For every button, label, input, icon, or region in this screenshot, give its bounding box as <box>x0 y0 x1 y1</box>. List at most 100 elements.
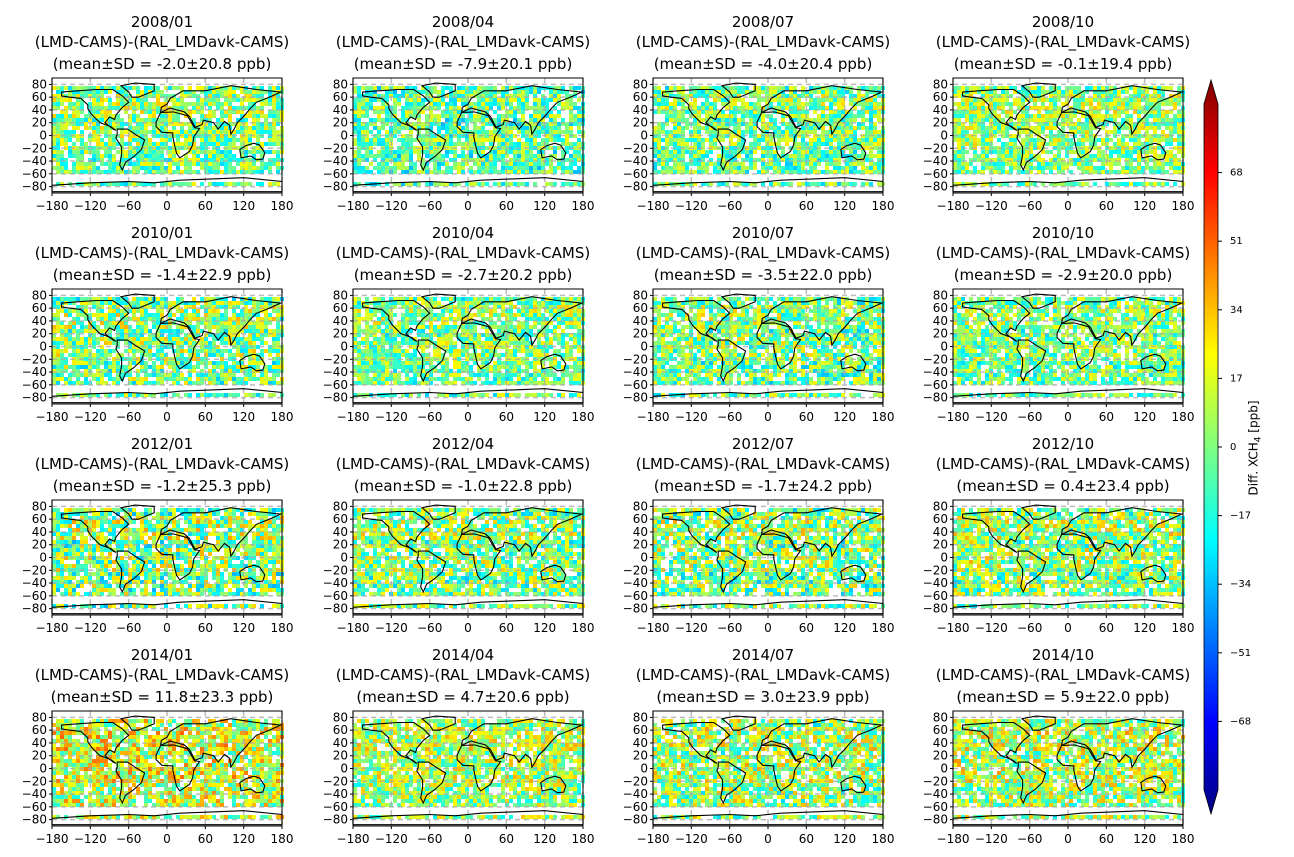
y-tick-label: −80 <box>923 180 948 194</box>
panel-date-title: 2012/04 <box>313 434 613 454</box>
stat-sd: 25.3 <box>199 477 232 495</box>
y-tick-label: −80 <box>22 391 47 405</box>
stat-prefix: (mean±SD = <box>51 688 155 706</box>
x-tick-label: 0 <box>163 832 171 846</box>
x-tick-label: 120 <box>533 199 556 213</box>
x-tick-label: 180 <box>271 621 294 635</box>
stat-suffix: ppb) <box>1130 688 1169 706</box>
stat-suffix: ppb) <box>232 55 271 73</box>
x-tick-label: −60 <box>717 199 742 213</box>
data-field <box>653 719 885 819</box>
panel-subtitle: (LMD-CAMS)-(RAL_LMDavk-CAMS) <box>12 454 312 474</box>
stat-suffix: ppb) <box>1130 477 1169 495</box>
x-tick-label: 60 <box>799 621 814 635</box>
panel-date-title: 2008/10 <box>913 12 1213 32</box>
map-panel: 2014/10(LMD-CAMS)-(RAL_LMDavk-CAMS)(mean… <box>913 645 1213 857</box>
data-field <box>52 508 284 608</box>
panel-date-title: 2012/10 <box>913 434 1213 454</box>
x-tick-label: −120 <box>975 199 1008 213</box>
stat-pm: ± <box>787 266 800 284</box>
x-tick-label: 60 <box>799 410 814 424</box>
stat-suffix: ppb) <box>232 477 271 495</box>
x-tick-label: −180 <box>637 621 670 635</box>
panel-subtitle: (LMD-CAMS)-(RAL_LMDavk-CAMS) <box>313 454 613 474</box>
stat-sd: 23.3 <box>201 688 234 706</box>
panel-date-title: 2010/01 <box>12 223 312 243</box>
x-tick-label: −60 <box>417 410 442 424</box>
stat-sd: 24.2 <box>800 477 833 495</box>
x-tick-label: −180 <box>637 199 670 213</box>
y-tick-label: −80 <box>22 813 47 827</box>
stat-mean: 4.7 <box>461 688 485 706</box>
x-tick-label: 180 <box>1172 832 1195 846</box>
x-tick-label: 180 <box>271 410 294 424</box>
panel-date-title: 2008/04 <box>313 12 613 32</box>
stat-pm: ± <box>487 55 500 73</box>
x-tick-label: −120 <box>975 621 1008 635</box>
map-panel: 2012/10(LMD-CAMS)-(RAL_LMDavk-CAMS)(mean… <box>913 434 1213 646</box>
x-tick-label: −180 <box>937 832 970 846</box>
stat-prefix: (mean±SD = <box>654 266 758 284</box>
panel-date-title: 2008/01 <box>12 12 312 32</box>
stat-sd: 22.0 <box>800 266 833 284</box>
data-field <box>353 508 585 608</box>
stat-pm: ± <box>1084 477 1097 495</box>
map-panel: 2014/01(LMD-CAMS)-(RAL_LMDavk-CAMS)(mean… <box>12 645 312 857</box>
stat-suffix: ppb) <box>833 266 872 284</box>
panel-subtitle: (LMD-CAMS)-(RAL_LMDavk-CAMS) <box>313 243 613 263</box>
colorbar-label-sub: 4 <box>1254 437 1264 443</box>
panel-date-title: 2014/04 <box>313 645 613 665</box>
stat-pm: ± <box>1087 55 1100 73</box>
x-tick-label: 120 <box>1133 199 1156 213</box>
x-tick-label: 120 <box>833 621 856 635</box>
stat-sd: 20.2 <box>500 266 533 284</box>
y-tick-label: −80 <box>623 391 648 405</box>
stat-suffix: ppb) <box>1133 55 1172 73</box>
map-panel: 2008/04(LMD-CAMS)-(RAL_LMDavk-CAMS)(mean… <box>313 12 613 224</box>
panel-date-title: 2008/07 <box>613 12 913 32</box>
panel-subtitle: (LMD-CAMS)-(RAL_LMDavk-CAMS) <box>613 454 913 474</box>
panel-subtitle: (LMD-CAMS)-(RAL_LMDavk-CAMS) <box>913 243 1213 263</box>
x-tick-label: 180 <box>1172 621 1195 635</box>
x-tick-label: 60 <box>799 199 814 213</box>
y-tick-label: −80 <box>623 602 648 616</box>
map-panel: 2012/04(LMD-CAMS)-(RAL_LMDavk-CAMS)(mean… <box>313 434 613 646</box>
y-tick-label: −80 <box>22 602 47 616</box>
panel-date-title: 2014/10 <box>913 645 1213 665</box>
x-tick-label: 60 <box>499 832 514 846</box>
x-tick-label: 60 <box>799 832 814 846</box>
x-tick-label: −120 <box>675 410 708 424</box>
x-tick-label: 60 <box>198 410 213 424</box>
panel-stats: (mean±SD = -3.5±22.0 ppb) <box>613 265 913 285</box>
colorbar-tick-label: −51 <box>1230 648 1251 659</box>
data-field <box>353 719 585 819</box>
stat-pm: ± <box>186 266 199 284</box>
x-tick-label: 60 <box>499 199 514 213</box>
stat-prefix: (mean±SD = <box>954 266 1058 284</box>
x-tick-label: −60 <box>417 621 442 635</box>
y-tick-label: −80 <box>323 391 348 405</box>
stat-mean: 3.0 <box>761 688 785 706</box>
colorbar-tick-label: −68 <box>1230 716 1251 727</box>
panel-date-title: 2010/07 <box>613 223 913 243</box>
x-tick-label: −180 <box>36 832 69 846</box>
stat-sd: 19.4 <box>1100 55 1133 73</box>
colorbar-label-main: Diff. XCH <box>1246 442 1260 495</box>
map-panel: 2010/10(LMD-CAMS)-(RAL_LMDavk-CAMS)(mean… <box>913 223 1213 435</box>
x-tick-label: 120 <box>1133 621 1156 635</box>
x-tick-label: −60 <box>116 832 141 846</box>
colorbar-tick-label: 17 <box>1230 373 1243 384</box>
data-field <box>953 719 1185 819</box>
x-tick-label: 60 <box>499 410 514 424</box>
x-tick-label: 180 <box>872 410 895 424</box>
x-tick-label: 120 <box>232 621 255 635</box>
x-tick-label: −60 <box>417 199 442 213</box>
colorbar-tick-label: 0 <box>1230 442 1236 453</box>
x-tick-label: 0 <box>1064 832 1072 846</box>
